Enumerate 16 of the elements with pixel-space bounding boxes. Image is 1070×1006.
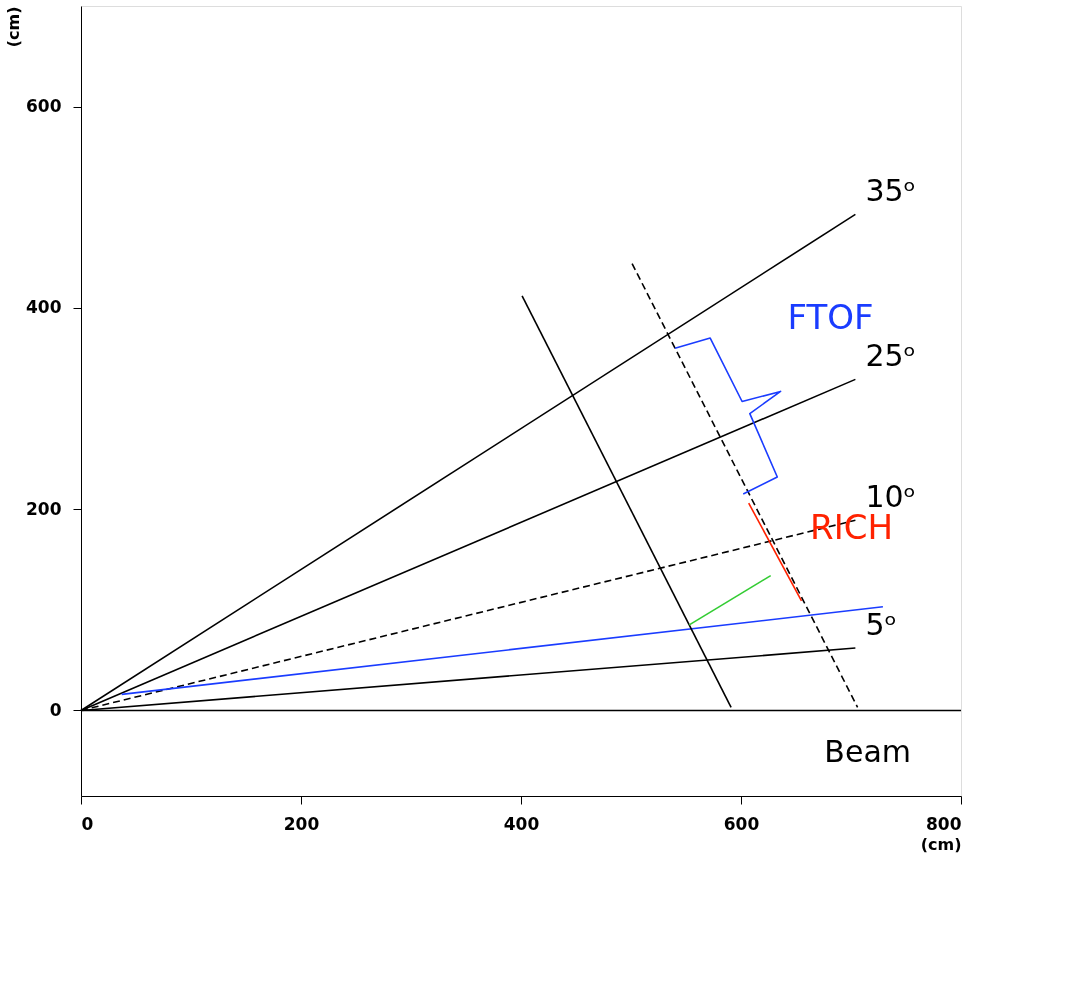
y-axis-title: (cm) [4,6,24,48]
annotation: FTOF [787,297,874,338]
y-tick-label: 400 [26,297,62,318]
x-tick-label: 400 [503,813,540,834]
x-tick-label: 600 [723,813,760,834]
series-label: 5ᵒ [865,607,897,643]
y-tick-label: 200 [26,498,62,519]
ref-line-label: Beam [824,734,911,770]
series-label: 25ᵒ [865,338,916,374]
series-label: 35ᵒ [865,173,916,209]
y-tick-label: 0 [49,699,62,720]
x-tick-label: 200 [283,813,320,834]
x-axis-title: (cm) [920,834,962,854]
x-tick-label: 0 [81,813,94,834]
y-tick-label: 600 [26,96,62,117]
x-tick-label: 800 [926,813,962,834]
